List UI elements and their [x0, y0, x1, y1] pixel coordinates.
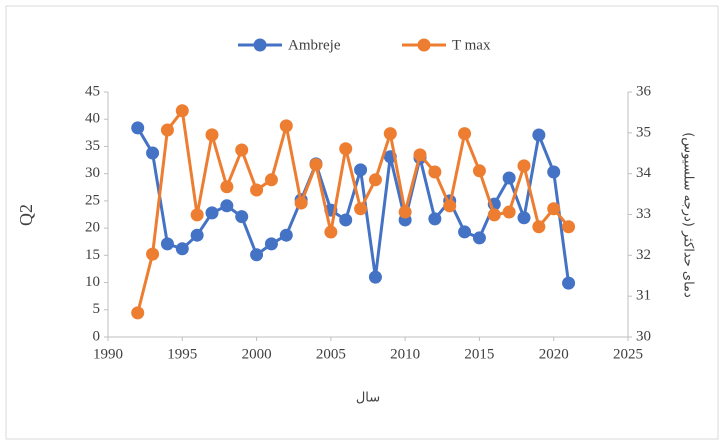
data-point — [250, 248, 264, 262]
data-point — [309, 158, 323, 172]
y-tick-label: 10 — [85, 274, 100, 290]
y2-tick-label: 36 — [636, 83, 652, 99]
data-point — [175, 104, 189, 118]
data-point — [368, 270, 382, 284]
data-point — [220, 199, 234, 213]
data-point — [339, 142, 353, 156]
x-tick-label: 2025 — [613, 346, 643, 362]
data-point — [428, 212, 442, 226]
data-point — [458, 127, 472, 141]
data-point — [235, 210, 249, 224]
data-point — [294, 196, 308, 210]
x-tick-label: 1990 — [93, 346, 123, 362]
data-point — [368, 173, 382, 187]
data-point — [250, 183, 264, 197]
data-point — [339, 213, 353, 227]
y-tick-label: 20 — [85, 220, 100, 236]
data-point — [532, 220, 546, 234]
y-tick-label: 35 — [85, 138, 100, 154]
y-tick-label: 15 — [85, 247, 100, 263]
y-axis-title: Q2 — [16, 204, 36, 226]
x-axis-title: سال — [356, 391, 380, 406]
x-tick-label: 2020 — [539, 346, 569, 362]
data-point — [205, 128, 219, 142]
data-point — [472, 231, 486, 245]
data-point — [354, 163, 368, 177]
y-tick-label: 5 — [93, 301, 101, 317]
x-tick-label: 2015 — [464, 346, 494, 362]
data-point — [235, 143, 249, 157]
data-point — [354, 202, 368, 216]
data-point — [220, 180, 234, 194]
data-point — [487, 208, 501, 222]
data-point — [458, 225, 472, 239]
data-point — [517, 211, 531, 225]
y2-tick-label: 31 — [636, 288, 651, 304]
data-point — [472, 164, 486, 178]
data-point — [264, 173, 278, 187]
data-point — [532, 128, 546, 142]
y2-tick-label: 35 — [636, 124, 651, 140]
data-point — [146, 146, 160, 160]
data-point — [502, 171, 516, 185]
y2-tick-label: 33 — [636, 206, 651, 222]
data-point — [413, 148, 427, 162]
legend-label: Ambreje — [288, 37, 341, 53]
chart-frame — [5, 5, 719, 440]
data-point — [146, 247, 160, 261]
data-point — [502, 205, 516, 219]
data-point — [443, 199, 457, 213]
data-point — [562, 220, 576, 234]
legend-label: T max — [452, 37, 491, 53]
data-point — [547, 165, 561, 179]
data-point — [264, 237, 278, 251]
y-tick-label: 45 — [85, 83, 100, 99]
data-point — [383, 127, 397, 141]
y2-tick-label: 34 — [636, 165, 652, 181]
data-point — [324, 225, 338, 239]
data-point — [205, 206, 219, 220]
data-point — [131, 306, 145, 320]
y2-tick-label: 32 — [636, 247, 651, 263]
data-point — [160, 237, 174, 251]
legend-marker — [417, 38, 431, 52]
y-tick-label: 30 — [85, 165, 100, 181]
x-tick-label: 2010 — [390, 346, 420, 362]
y2-axis-title: دمای حداکثر (درجه سلسیوس) — [681, 132, 696, 298]
legend-marker — [253, 38, 267, 52]
data-point — [160, 123, 174, 137]
data-point — [547, 202, 561, 216]
data-point — [190, 208, 204, 222]
x-tick-label: 2005 — [316, 346, 346, 362]
data-point — [279, 119, 293, 133]
data-point — [190, 228, 204, 242]
y-tick-label: 0 — [93, 328, 101, 344]
data-point — [428, 165, 442, 179]
data-point — [562, 276, 576, 290]
data-point — [175, 242, 189, 256]
x-tick-label: 2000 — [242, 346, 272, 362]
data-point — [131, 121, 145, 135]
data-point — [398, 205, 412, 219]
y-tick-label: 25 — [85, 192, 100, 208]
y2-tick-label: 30 — [636, 328, 651, 344]
data-point — [279, 228, 293, 242]
x-tick-label: 1995 — [167, 346, 197, 362]
data-point — [517, 159, 531, 173]
y-tick-label: 40 — [85, 111, 100, 127]
